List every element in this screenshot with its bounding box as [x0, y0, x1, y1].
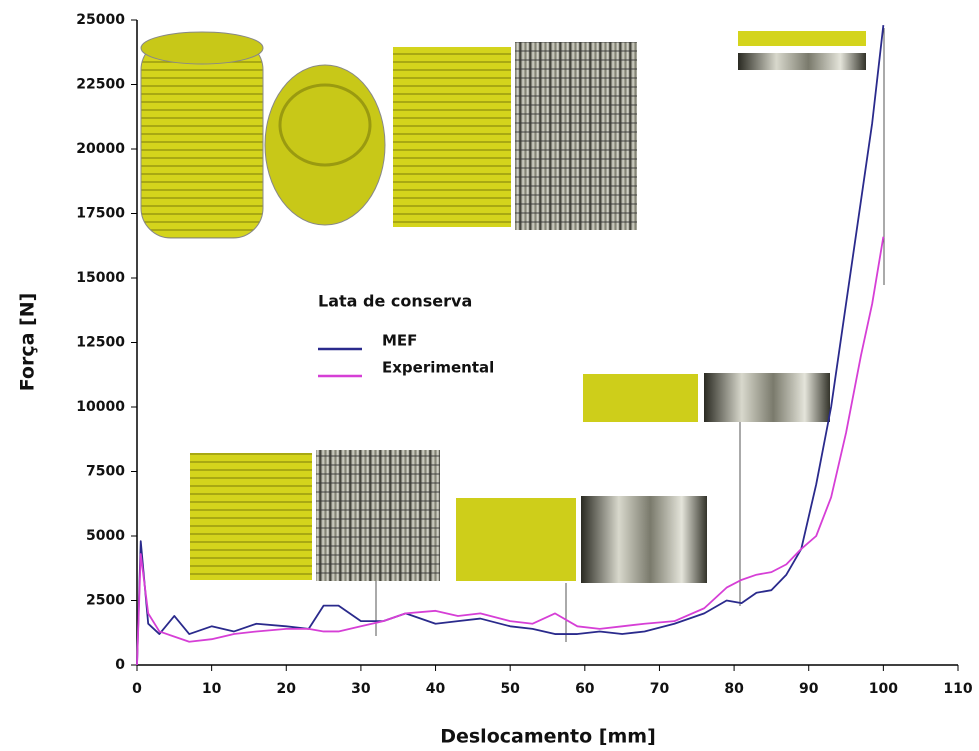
x-tick-label: 60 — [575, 681, 595, 697]
stage3-photo — [704, 373, 830, 422]
y-axis-label: Força [N] — [17, 293, 39, 392]
y-tick-label: 5000 — [86, 528, 125, 544]
data-line — [137, 237, 883, 665]
stage2-photo — [581, 496, 707, 583]
x-tick-label: 90 — [799, 681, 819, 697]
illustrations — [141, 28, 884, 642]
y-tick-label: 25000 — [76, 12, 125, 28]
legend-title: Lata de conserva — [318, 292, 472, 311]
y-tick-label: 17500 — [76, 206, 125, 222]
can-lid — [265, 65, 385, 225]
stage2-render — [456, 498, 576, 581]
x-tick-label: 20 — [277, 681, 297, 697]
x-tick-label: 70 — [650, 681, 670, 697]
y-tick-label: 22500 — [76, 77, 125, 93]
y-tick-label: 15000 — [76, 270, 125, 286]
y-tick-label: 0 — [115, 657, 125, 673]
x-tick-label: 40 — [426, 681, 446, 697]
x-tick-label: 100 — [869, 681, 898, 697]
legend-label: MEF — [382, 332, 417, 350]
chart: Força [N] Deslocamento [mm] Lata de cons… — [0, 0, 979, 751]
y-tick-label: 10000 — [76, 399, 125, 415]
x-tick-label: 0 — [132, 681, 142, 697]
x-tick-label: 10 — [202, 681, 222, 697]
x-tick-label: 30 — [351, 681, 371, 697]
can-photo — [515, 42, 637, 230]
can-render — [141, 40, 263, 238]
y-tick-label: 7500 — [86, 464, 125, 480]
can-side — [393, 47, 511, 227]
y-tick-label: 12500 — [76, 335, 125, 351]
y-tick-label: 2500 — [86, 593, 125, 609]
x-tick-label: 50 — [500, 681, 520, 697]
legend-label: Experimental — [382, 359, 494, 377]
x-tick-label: 80 — [724, 681, 744, 697]
can-top — [141, 32, 263, 64]
x-axis-label: Deslocamento [mm] — [440, 726, 656, 748]
x-tick-label: 110 — [943, 681, 972, 697]
crushed-render — [738, 31, 866, 46]
y-tick-label: 20000 — [76, 141, 125, 157]
stage3-render — [583, 374, 698, 422]
stage1-photo — [316, 450, 440, 581]
stage1-render — [190, 453, 312, 580]
crushed-photo — [738, 53, 866, 70]
